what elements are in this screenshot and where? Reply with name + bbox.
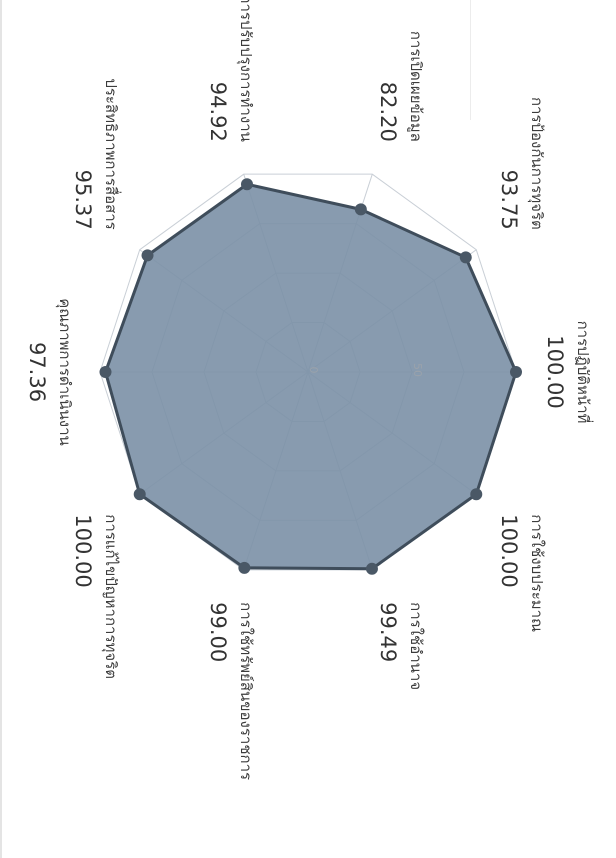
data-point	[365, 562, 378, 575]
category-label: ประสิทธิภาพการสื่อสาร	[102, 78, 122, 229]
data-point	[354, 203, 367, 216]
axis-label-group: การปฏิบัติหน้าที่ 100.00	[543, 321, 594, 424]
value-label: 100.00	[71, 514, 95, 587]
page-edge-divider	[0, 0, 2, 858]
category-label: คุณภาพการดำเนินงาน	[55, 298, 74, 446]
value-label: 100.00	[543, 335, 567, 408]
value-label: 95.37	[71, 170, 95, 230]
category-label: การปฏิบัติหน้าที่	[574, 321, 594, 424]
axis-label-group: การป้องกันการทุจริต 93.75	[497, 97, 546, 230]
series-area	[103, 182, 518, 571]
data-point	[238, 561, 251, 574]
axis-label-group: ประสิทธิภาพการสื่อสาร 95.37	[71, 78, 122, 229]
category-label: การใช้ทรัพย์สินของราชการ	[237, 602, 255, 780]
value-label: 82.20	[376, 82, 400, 142]
data-point	[470, 488, 483, 501]
axis-label-group: การใช้อำนาจ 99.49	[376, 602, 425, 690]
radar-points	[99, 178, 522, 575]
radar-area	[103, 182, 518, 571]
category-label: การใช้งบประมาณ	[528, 514, 546, 632]
value-label: 100.00	[497, 514, 521, 587]
category-label: การเปิดเผยข้อมูล	[407, 31, 425, 142]
axis-label-group: การเปิดเผยข้อมูล 82.20	[376, 31, 425, 142]
axis-label-group: การแก้ไขปัญหาการทุจริต 100.00	[71, 514, 120, 679]
category-label: การป้องกันการทุจริต	[527, 97, 546, 230]
data-point	[510, 366, 522, 378]
value-label: 97.36	[25, 342, 49, 402]
ring-tick-label: 0	[307, 367, 320, 374]
axis-label-group: การปรับปรุงการทำงาน 94.92	[206, 0, 255, 142]
category-label: การแก้ไขปัญหาการทุจริต	[101, 514, 120, 679]
data-point	[141, 249, 154, 262]
ring-tick-label: 50	[411, 363, 424, 377]
value-label: 99.49	[376, 602, 400, 662]
radar-labels: 0 50 การปฏิบัติหน้าที่100.00การใช้งบประมาณ…	[25, 0, 594, 780]
data-point	[133, 488, 146, 501]
value-label: 99.00	[206, 602, 230, 662]
axis-label-group: การใช้ทรัพย์สินของราชการ 99.00	[206, 602, 255, 780]
axis-label-group: การใช้งบประมาณ 100.00	[497, 514, 546, 632]
data-point	[240, 178, 253, 191]
data-point	[99, 366, 112, 378]
value-label: 93.75	[497, 170, 521, 230]
page-edge-divider	[470, 0, 471, 120]
value-label: 94.92	[206, 82, 230, 142]
category-label: การใช้อำนาจ	[407, 602, 425, 690]
category-label: การปรับปรุงการทำงาน	[236, 0, 255, 142]
axis-label-group: คุณภาพการดำเนินงาน 97.36	[25, 298, 74, 446]
data-point	[459, 251, 472, 264]
